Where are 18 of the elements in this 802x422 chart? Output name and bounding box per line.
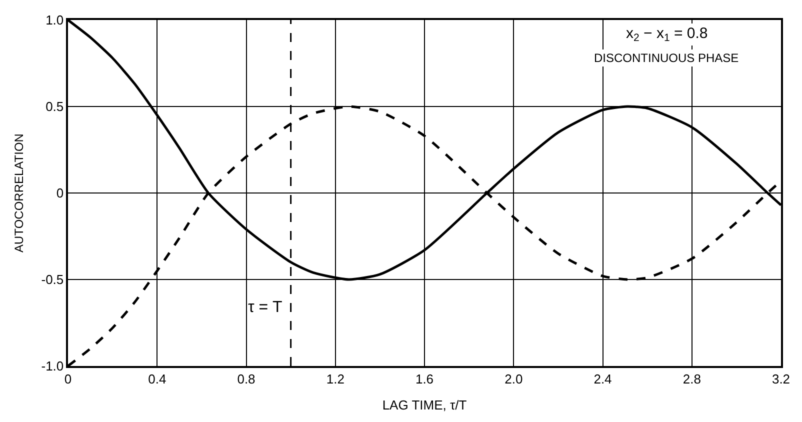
x-tick-label: 2.8 <box>682 371 701 386</box>
annotation: x$_{2}$ − x$_{1}$ = 0.8 <box>626 25 708 44</box>
x-tick-label: 2.0 <box>504 371 523 386</box>
x-tick-label: 1.2 <box>326 371 344 386</box>
y-tick-label: -0.5 <box>41 272 64 288</box>
y-tick-label: 0.5 <box>46 99 64 114</box>
y-tick-label: 0 <box>56 186 64 201</box>
x-tick-label: 0.8 <box>237 371 256 386</box>
x-axis-title: LAG TIME, τ/T <box>382 397 467 412</box>
y-tick-label: -1.0 <box>41 358 64 374</box>
x-tick-label: 0.4 <box>148 371 166 386</box>
x-tick-label: 2.4 <box>594 371 612 386</box>
annotation: DISCONTINUOUS PHASE <box>594 51 739 65</box>
y-tick-label: 1.0 <box>46 12 64 28</box>
ref-line-label: τ = T <box>248 299 283 316</box>
x-tick-label: 3.2 <box>772 371 790 386</box>
y-axis-title: AUTOCORRELATION <box>12 134 26 252</box>
x-tick-label: 1.6 <box>415 371 434 386</box>
